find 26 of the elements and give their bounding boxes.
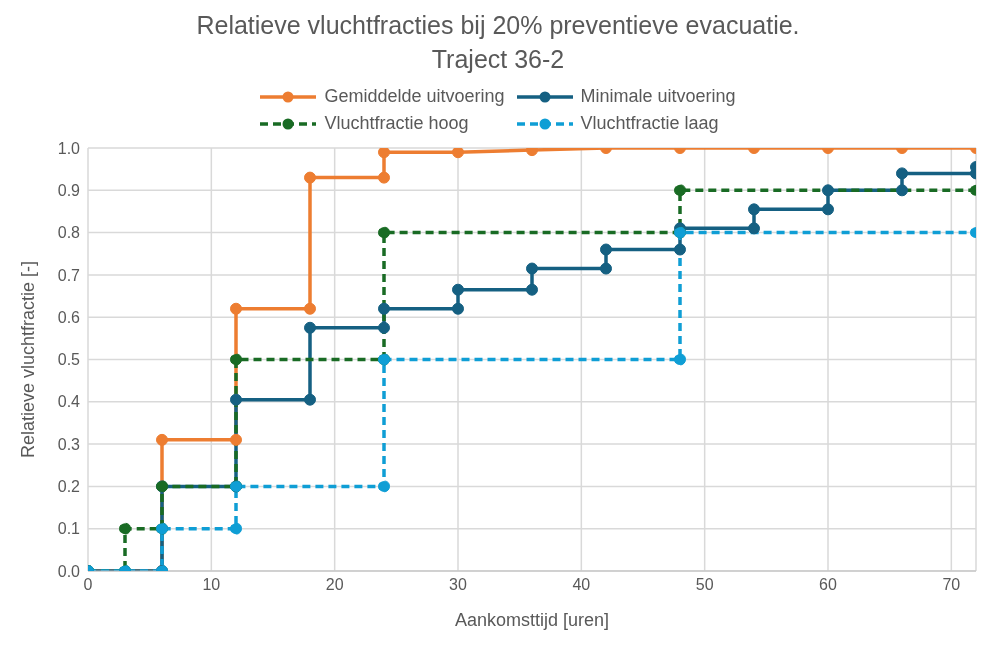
y-tick-label: 0.6: [57, 308, 81, 326]
x-tick-label: 40: [572, 576, 591, 594]
legend-label: Vluchtfractie hoog: [324, 113, 469, 134]
y-tick-label: 0.1: [57, 520, 81, 538]
y-tick-label: 0.0: [57, 562, 81, 580]
y-tick-label: 0.9: [57, 181, 81, 199]
x-tick-label: 70: [942, 576, 961, 594]
x-axis-title: Aankomsttijd [uren]: [454, 610, 610, 630]
y-tick-label: 0.4: [57, 393, 81, 411]
y-tick-label: 0.3: [57, 435, 81, 453]
x-tick-label: 10: [202, 576, 221, 594]
y-tick-label: 0.8: [57, 224, 81, 242]
y-tick-label: 0.2: [57, 478, 81, 496]
x-tick-label: 60: [819, 576, 837, 594]
legend-label: Minimale uitvoering: [580, 86, 736, 107]
y-tick-label: 1.0: [57, 139, 81, 157]
legend-label: Gemiddelde uitvoering: [324, 86, 505, 107]
x-tick-label: 0: [83, 576, 93, 594]
y-tick-label: 0.7: [57, 266, 81, 284]
x-tick-label: 30: [449, 576, 467, 594]
legend-label: Vluchtfractie laag: [580, 113, 719, 134]
y-tick-label: 0.5: [57, 351, 81, 369]
y-axis-title: Relatieve vluchtfractie [-]: [18, 260, 39, 459]
x-tick-label: 50: [695, 576, 714, 594]
x-tick-label: 20: [325, 576, 344, 594]
chart-title: Relatieve vluchtfracties bij 20% preventieve evacuatie. Traject 36-2: [195, 10, 801, 75]
